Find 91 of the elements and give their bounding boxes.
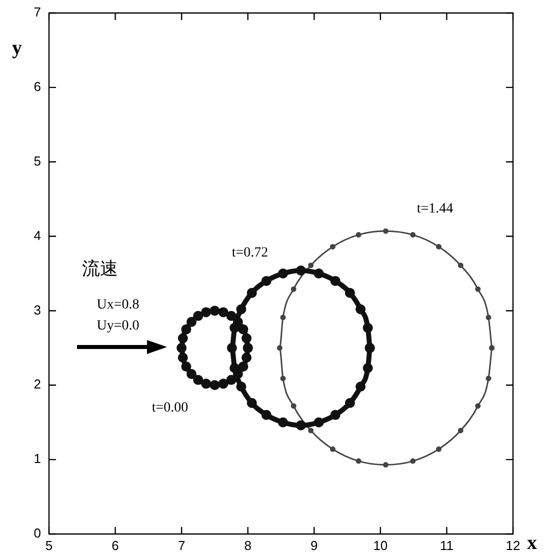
point xyxy=(226,310,236,321)
point xyxy=(276,345,282,351)
point xyxy=(186,316,197,327)
x-tick-label: 12 xyxy=(506,538,520,554)
point xyxy=(178,352,188,363)
point xyxy=(296,420,306,430)
point xyxy=(181,324,192,334)
point xyxy=(218,378,228,389)
point xyxy=(193,310,204,321)
point xyxy=(210,380,220,390)
y-tick-label: 6 xyxy=(34,79,41,94)
annotation: Uy=0.0 xyxy=(96,318,140,334)
point xyxy=(314,268,324,278)
annotation: t=0.00 xyxy=(152,400,188,416)
x-axis-title: x xyxy=(527,532,537,554)
point xyxy=(314,417,324,428)
annotation: 流速 xyxy=(82,258,118,279)
point xyxy=(238,362,248,372)
point xyxy=(382,462,388,468)
point xyxy=(356,382,366,392)
x-tick-label: 10 xyxy=(373,538,388,554)
point xyxy=(278,268,288,278)
point xyxy=(261,410,272,420)
point xyxy=(278,417,288,428)
point xyxy=(344,288,355,298)
point xyxy=(242,333,252,344)
point xyxy=(242,352,252,363)
point xyxy=(296,266,306,276)
y-tick-label: 4 xyxy=(34,228,41,243)
point xyxy=(362,363,373,374)
point xyxy=(246,398,257,408)
annotation: t=0.72 xyxy=(232,246,268,261)
point xyxy=(201,378,212,389)
point xyxy=(458,262,464,268)
point xyxy=(308,262,314,268)
point xyxy=(308,428,314,434)
point xyxy=(330,244,336,250)
annotation: Ux=0.8 xyxy=(96,298,140,313)
point xyxy=(290,403,296,409)
y-tick-label: 1 xyxy=(34,451,41,466)
point xyxy=(458,428,464,434)
point xyxy=(236,304,246,314)
x-tick-label: 9 xyxy=(310,538,318,554)
y-axis-title: y xyxy=(12,37,22,60)
point xyxy=(436,244,442,250)
point xyxy=(181,362,192,372)
point xyxy=(330,410,340,420)
y-tick-label: 7 xyxy=(34,4,41,20)
point xyxy=(226,342,237,353)
point xyxy=(356,458,362,464)
point xyxy=(230,322,240,333)
point xyxy=(280,376,286,382)
point xyxy=(486,314,492,320)
y-tick-label: 3 xyxy=(34,302,41,318)
x-tick-label: 6 xyxy=(112,538,119,554)
point xyxy=(246,288,257,298)
y-tick-label: 5 xyxy=(34,153,41,168)
point xyxy=(238,324,248,334)
point xyxy=(280,314,286,320)
point xyxy=(210,306,220,316)
point xyxy=(330,276,340,286)
x-tick-label: 7 xyxy=(178,538,186,554)
point xyxy=(362,322,373,333)
point xyxy=(410,458,416,464)
y-tick-label: 2 xyxy=(34,376,41,392)
point xyxy=(356,232,362,238)
annotation: t=1.44 xyxy=(416,202,454,217)
point xyxy=(486,376,492,382)
point xyxy=(382,228,388,234)
point xyxy=(356,304,366,314)
point xyxy=(344,398,355,408)
y-tick-label: 0 xyxy=(34,526,41,541)
point xyxy=(261,276,272,286)
point xyxy=(201,307,212,318)
point xyxy=(193,374,204,385)
point xyxy=(178,333,188,344)
point xyxy=(330,446,336,452)
point xyxy=(230,363,240,374)
point xyxy=(475,403,481,409)
point xyxy=(236,382,246,392)
point xyxy=(226,374,236,385)
point xyxy=(475,286,481,292)
point xyxy=(176,342,187,353)
x-tick-label: 11 xyxy=(440,538,454,554)
point xyxy=(410,232,416,238)
point xyxy=(436,446,442,452)
x-tick-label: 8 xyxy=(244,538,252,554)
point xyxy=(290,286,296,292)
point xyxy=(218,307,228,318)
point xyxy=(186,368,197,379)
x-tick-label: 5 xyxy=(45,538,53,554)
